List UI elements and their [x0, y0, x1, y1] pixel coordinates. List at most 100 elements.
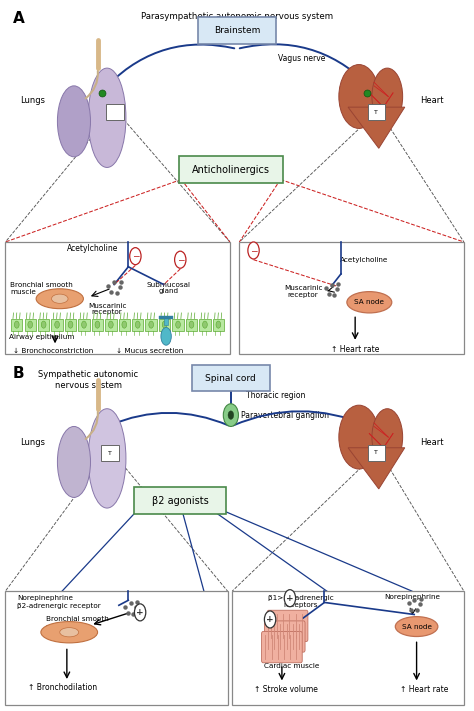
Text: Muscarinic: Muscarinic — [88, 303, 126, 309]
Circle shape — [264, 611, 276, 628]
Text: ↑ Heart rate: ↑ Heart rate — [331, 345, 379, 353]
Text: Sympathetic autonomic
nervous system: Sympathetic autonomic nervous system — [38, 370, 138, 390]
Circle shape — [41, 321, 46, 328]
Bar — [173, 319, 184, 331]
FancyBboxPatch shape — [267, 610, 308, 641]
Ellipse shape — [88, 68, 126, 168]
Ellipse shape — [57, 86, 91, 157]
FancyBboxPatch shape — [179, 156, 283, 183]
Text: Anticholinergics: Anticholinergics — [192, 164, 270, 175]
Text: −: − — [176, 255, 184, 264]
Text: SA node: SA node — [355, 299, 384, 305]
Bar — [186, 319, 197, 331]
Ellipse shape — [347, 292, 392, 313]
Text: Heart: Heart — [420, 437, 444, 447]
Bar — [132, 319, 144, 331]
Text: Vagus nerve: Vagus nerve — [278, 54, 326, 63]
Bar — [232, 591, 464, 705]
Bar — [159, 319, 170, 331]
Text: Submucosal: Submucosal — [146, 282, 191, 287]
Ellipse shape — [60, 628, 79, 637]
Bar — [164, 316, 168, 325]
Text: T: T — [374, 450, 378, 455]
Ellipse shape — [372, 409, 402, 466]
Text: +: + — [286, 594, 294, 603]
Text: Heart: Heart — [420, 95, 444, 105]
Circle shape — [14, 321, 19, 328]
Circle shape — [162, 321, 167, 328]
Ellipse shape — [339, 405, 379, 469]
Text: A: A — [12, 11, 24, 26]
Text: Bronchial smooth: Bronchial smooth — [10, 282, 73, 287]
Ellipse shape — [372, 68, 402, 125]
Text: Acetylcholine: Acetylcholine — [340, 257, 389, 263]
Circle shape — [284, 589, 296, 606]
Bar — [368, 105, 385, 120]
Circle shape — [28, 321, 33, 328]
Text: +: + — [266, 615, 274, 624]
Text: gland: gland — [158, 288, 179, 294]
Text: +: + — [137, 608, 144, 617]
Ellipse shape — [88, 409, 126, 508]
Bar — [105, 319, 117, 331]
Bar — [92, 319, 103, 331]
Text: ↓ Mucus secretion: ↓ Mucus secretion — [117, 348, 184, 354]
Circle shape — [149, 321, 154, 328]
Text: β1>β2 adrenergic: β1>β2 adrenergic — [268, 595, 334, 602]
FancyBboxPatch shape — [262, 631, 302, 663]
Text: β2-adrenergic receptor: β2-adrenergic receptor — [17, 603, 101, 609]
Text: Bronchial smooth: Bronchial smooth — [46, 616, 109, 622]
FancyBboxPatch shape — [192, 365, 270, 391]
Circle shape — [228, 411, 234, 419]
Bar — [239, 242, 464, 354]
Text: muscle: muscle — [46, 624, 72, 629]
Circle shape — [136, 321, 140, 328]
Text: Spinal cord: Spinal cord — [206, 374, 256, 383]
Polygon shape — [348, 107, 405, 149]
Bar — [5, 242, 230, 354]
Text: SA node: SA node — [401, 624, 432, 629]
Bar — [25, 319, 36, 331]
Circle shape — [95, 321, 100, 328]
Circle shape — [216, 321, 221, 328]
FancyBboxPatch shape — [134, 488, 227, 515]
FancyBboxPatch shape — [264, 621, 305, 652]
Circle shape — [82, 321, 86, 328]
Ellipse shape — [41, 621, 98, 643]
Text: Cardiac muscle: Cardiac muscle — [264, 663, 319, 669]
Bar — [118, 319, 130, 331]
Text: −: − — [250, 246, 257, 255]
Text: Thoracic region: Thoracic region — [246, 391, 306, 400]
Text: receptors: receptors — [283, 602, 318, 609]
Text: receptor: receptor — [288, 292, 319, 298]
Bar — [213, 319, 224, 331]
Text: ↑ Bronchodilation: ↑ Bronchodilation — [28, 683, 97, 692]
Bar — [38, 319, 49, 331]
Bar — [368, 445, 385, 461]
Text: ↑ Stroke volume: ↑ Stroke volume — [254, 685, 318, 693]
Circle shape — [202, 321, 207, 328]
Bar — [11, 319, 22, 331]
Bar — [78, 319, 90, 331]
Text: Airway epithelium: Airway epithelium — [9, 334, 74, 340]
Text: Norepinephrine: Norepinephrine — [384, 594, 440, 600]
Circle shape — [223, 404, 238, 427]
Text: receptor: receptor — [91, 309, 122, 315]
Bar — [106, 105, 124, 120]
Bar — [199, 319, 210, 331]
Ellipse shape — [161, 328, 171, 346]
Text: Muscarinic: Muscarinic — [284, 285, 322, 291]
FancyBboxPatch shape — [198, 17, 276, 43]
Ellipse shape — [57, 427, 91, 498]
Text: Acetylcholine: Acetylcholine — [67, 244, 118, 253]
Circle shape — [130, 247, 141, 264]
Circle shape — [176, 321, 181, 328]
Ellipse shape — [339, 65, 379, 129]
Ellipse shape — [52, 294, 68, 304]
Bar — [5, 591, 228, 705]
Text: Lungs: Lungs — [20, 437, 46, 447]
Bar — [159, 316, 173, 319]
Ellipse shape — [36, 289, 83, 309]
Circle shape — [189, 321, 194, 328]
Circle shape — [135, 604, 146, 621]
